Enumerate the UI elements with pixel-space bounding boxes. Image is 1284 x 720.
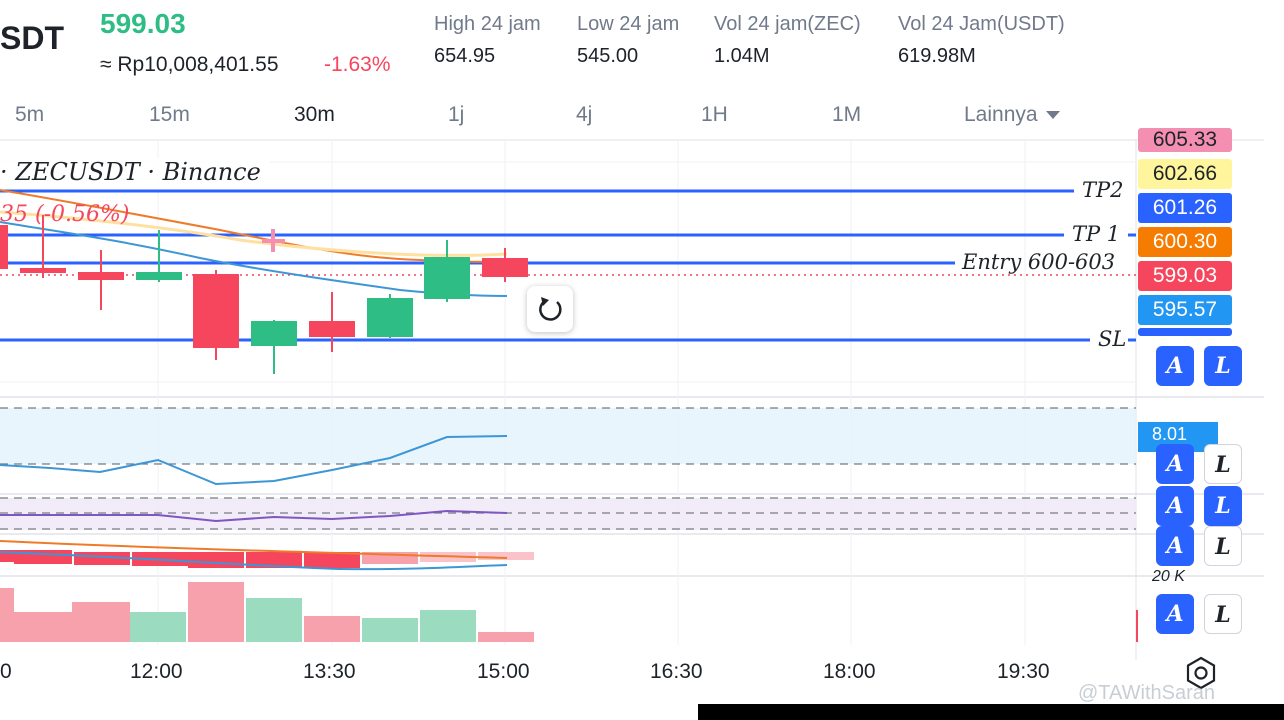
price-tag-ma-orange-value: 600.30 — [1152, 230, 1218, 253]
pane1-lock-button[interactable]: L — [1204, 346, 1242, 386]
tab-more[interactable]: Lainnya — [964, 103, 1060, 127]
grid-vertical — [157, 140, 1026, 645]
pane3-alert-button[interactable]: A — [1156, 486, 1194, 526]
pane5-alert-button[interactable]: A — [1156, 594, 1194, 634]
watermark: @TAWithSaran — [1078, 682, 1216, 704]
stat-vol-usdt-value: 619.98M — [898, 45, 976, 67]
sl-label[interactable]: SL — [1098, 327, 1127, 351]
indicator-line-1 — [0, 435, 508, 486]
price-tag-ma-pink: 605.33 — [1138, 128, 1232, 152]
tp1-label[interactable]: TP 1 — [1072, 222, 1121, 246]
price-tag-tp1-value: 601.26 — [1152, 196, 1218, 219]
stat-vol-zec-value: 1.04M — [714, 45, 770, 67]
price-tag-ma-pink-value: 605.33 — [1152, 128, 1218, 151]
indicator-line-2 — [0, 509, 508, 523]
refresh-icon — [539, 297, 562, 321]
stat-low-label: Low 24 jam — [577, 13, 680, 35]
pane4-alert-button[interactable]: A — [1156, 526, 1194, 566]
tab-1j[interactable]: 1j — [448, 103, 465, 126]
x-axis-label: 19:30 — [997, 660, 1050, 683]
tab-4j[interactable]: 4j — [576, 103, 593, 126]
price-tag-ma-yellow-value: 602.66 — [1152, 162, 1218, 185]
tab-30m[interactable]: 30m — [294, 103, 335, 126]
tab-5m[interactable]: 5m — [15, 103, 45, 126]
chart-symbol-label[interactable]: · ZECUSDT · Binance — [0, 158, 261, 186]
stat-high-value: 654.95 — [434, 45, 496, 67]
stat-vol-usdt-label: Vol 24 Jam(USDT) — [898, 13, 1065, 35]
indicator-value-tag: 8.01 — [1152, 424, 1188, 444]
last-price: 599.03 — [100, 8, 186, 39]
bottom-bar — [698, 704, 1284, 720]
price-tag-sl — [1138, 328, 1232, 336]
volume-bars — [0, 582, 534, 642]
pane5-lock-button[interactable]: L — [1204, 594, 1242, 634]
x-axis-label: 16:30 — [650, 660, 703, 683]
gear-icon[interactable] — [1184, 656, 1218, 690]
x-axis-label: 12:00 — [130, 660, 183, 683]
price-tag-tp1: 601.26 — [1138, 193, 1232, 223]
stat-vol-zec-label: Vol 24 jam(ZEC) — [714, 13, 861, 35]
plus-marker-icon[interactable] — [262, 229, 285, 252]
candles — [0, 215, 528, 374]
tp2-label[interactable]: TP2 — [1082, 178, 1124, 202]
pane1-alert-button[interactable]: A — [1156, 346, 1194, 386]
x-axis-label: 13:30 — [303, 660, 356, 683]
fiat-price: ≈ Rp10,008,401.55 — [100, 53, 279, 76]
pane2-alert-button[interactable]: A — [1156, 444, 1194, 484]
change-percent: -1.63% — [324, 53, 391, 76]
price-tag-last-value: 599.03 — [1152, 264, 1218, 287]
chart-change-label: 35 (-0.56%) — [0, 202, 130, 227]
stat-high-label: High 24 jam — [434, 13, 541, 35]
price-tag-ma-yellow: 602.66 — [1138, 159, 1232, 189]
pane3-lock-button[interactable]: L — [1204, 486, 1242, 526]
price-tag-last: 599.03 — [1138, 261, 1232, 291]
tab-more-label: Lainnya — [964, 103, 1038, 126]
ma-yellow — [0, 210, 508, 257]
entry-label[interactable]: Entry 600-603 — [962, 250, 1116, 274]
price-tag-ma-blue: 595.57 — [1138, 295, 1232, 325]
pane4-lock-button[interactable]: L — [1204, 526, 1242, 566]
x-axis-label: 18:00 — [823, 660, 876, 683]
symbol-title: SDT — [0, 20, 64, 56]
x-axis-label: 0 — [0, 660, 12, 683]
tab-1h[interactable]: 1H — [701, 103, 728, 126]
caret-down-icon — [1045, 111, 1060, 120]
price-tag-ma-orange: 600.30 — [1138, 227, 1232, 257]
pane2-lock-button[interactable]: L — [1204, 444, 1242, 484]
stat-low-value: 545.00 — [577, 45, 639, 67]
price-tag-ma-blue-value: 595.57 — [1152, 298, 1218, 321]
x-axis-label: 15:00 — [477, 660, 530, 683]
tab-15m[interactable]: 15m — [149, 103, 190, 126]
reset-chart-button[interactable] — [527, 286, 573, 332]
volume-axis-label: 20 K — [1152, 568, 1185, 585]
tab-1m[interactable]: 1M — [832, 103, 862, 126]
